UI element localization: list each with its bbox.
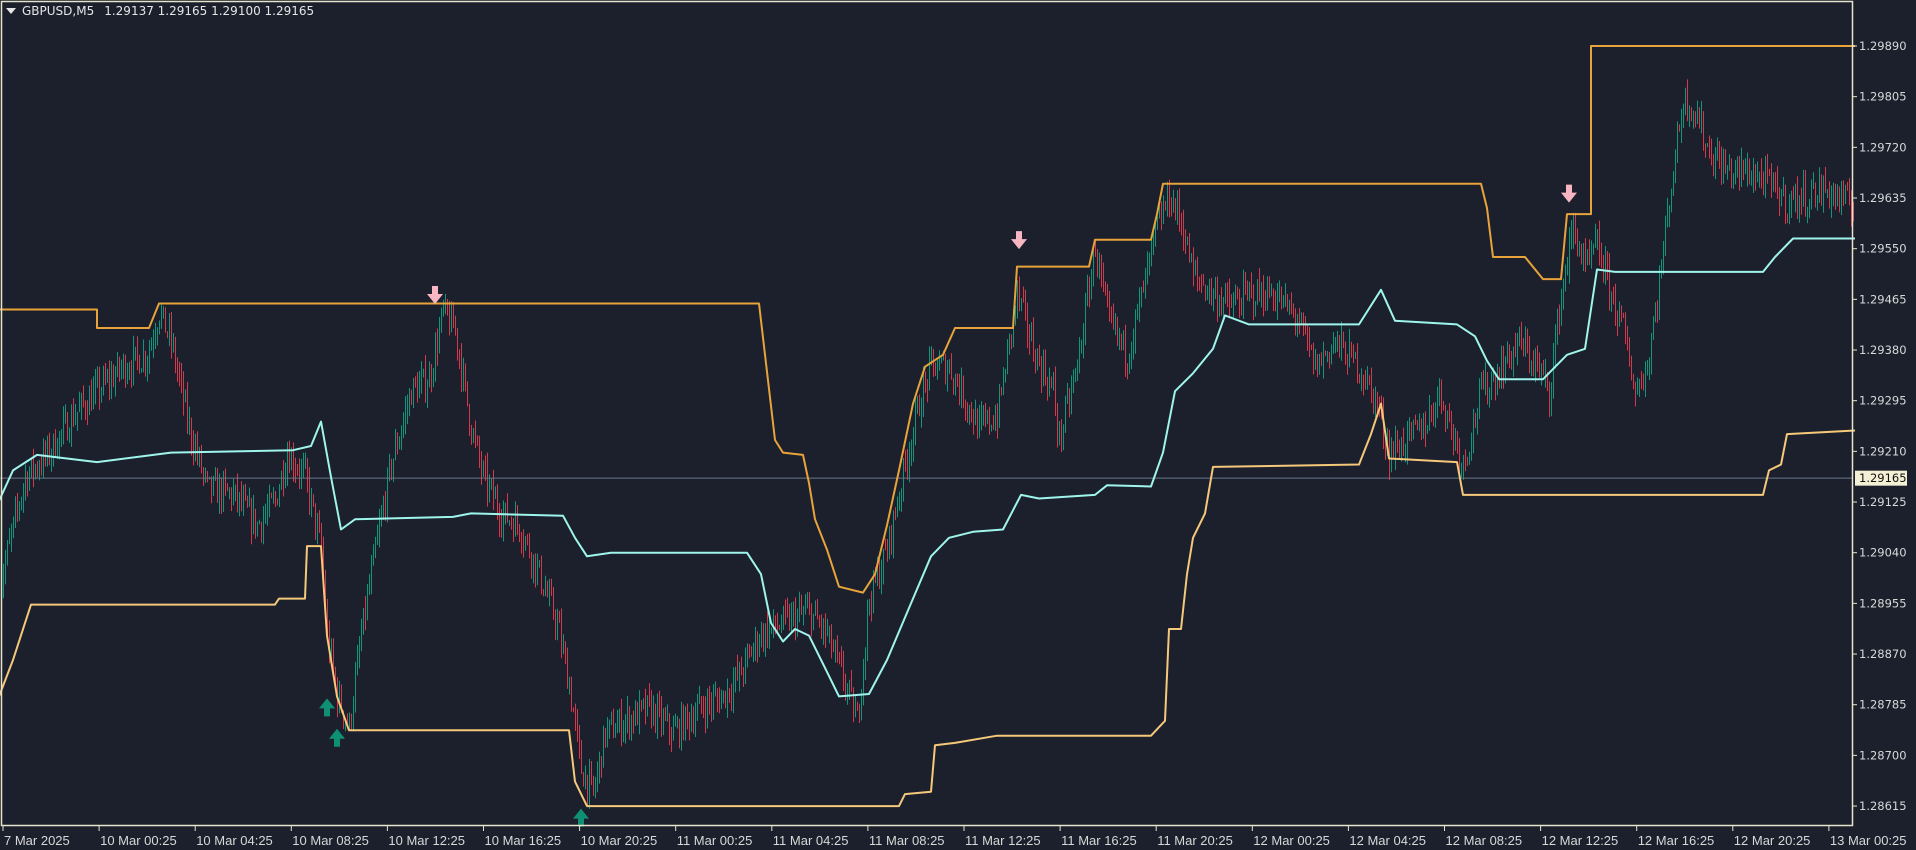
time-tick-label: 12 Mar 08:25: [1446, 833, 1523, 848]
time-tick-label: 12 Mar 12:25: [1542, 833, 1619, 848]
price-tick-label: 1.29720: [1859, 140, 1907, 154]
time-tick-label: 11 Mar 12:25: [965, 833, 1041, 848]
time-tick-label: 12 Mar 20:25: [1734, 833, 1811, 848]
time-tick-label: 10 Mar 16:25: [485, 833, 562, 848]
time-axis[interactable]: 7 Mar 2025 10 Mar 00:25 10 Mar 04:25 10 Mar…: [2, 826, 1907, 848]
price-tick-label: 1.29125: [1859, 495, 1907, 509]
indicator-lines: [0, 45, 1856, 808]
price-tick-label: 1.29210: [1859, 444, 1907, 458]
chart-frame: [0, 0, 1854, 827]
signal-arrows: [318, 184, 1577, 827]
time-tick-label: 11 Mar 08:25: [869, 833, 945, 848]
current-price-value: 1.29165: [1859, 471, 1907, 485]
sell-arrow-icon: [426, 285, 443, 304]
candles-layer: [1, 79, 1854, 809]
price-tick-label: 1.28785: [1859, 698, 1907, 712]
lower-band-line: [0, 402, 1856, 808]
price-tick-label: 1.28700: [1859, 748, 1907, 762]
time-tick-label: 12 Mar 00:25: [1253, 833, 1330, 848]
time-tick-label: 11 Mar 20:25: [1157, 833, 1233, 848]
price-tick-label: 1.29805: [1859, 90, 1907, 104]
upper-band-line: [0, 45, 1855, 594]
time-tick-label: 12 Mar 16:25: [1638, 833, 1715, 848]
buy-arrow-icon: [572, 808, 589, 827]
chart-header: GBPUSD,M5 1.29137 1.29165 1.29100 1.2916…: [6, 4, 314, 18]
price-tick-label: 1.29550: [1859, 242, 1907, 256]
price-tick-label: 1.29040: [1859, 546, 1907, 560]
mid-line-line: [0, 237, 1855, 698]
price-tick-label: 1.29295: [1859, 394, 1907, 408]
buy-arrow-icon: [328, 728, 345, 747]
time-tick-label: 11 Mar 16:25: [1061, 833, 1137, 848]
price-tick-label: 1.28615: [1859, 799, 1907, 813]
price-axis[interactable]: 1.29890 1.29805 1.29720 1.29635 1.29550 1.294…: [1853, 39, 1907, 813]
time-tick-label: 11 Mar 04:25: [773, 833, 849, 848]
price-tick-label: 1.29380: [1859, 343, 1907, 357]
price-tick-label: 1.28870: [1859, 647, 1907, 661]
collapse-triangle-icon[interactable]: [6, 8, 16, 14]
sell-arrow-icon: [1010, 231, 1027, 250]
price-tick-label: 1.28955: [1859, 596, 1907, 610]
time-tick-label: 12 Mar 04:25: [1349, 833, 1426, 848]
time-tick-label: 11 Mar 00:25: [677, 833, 753, 848]
time-tick-label: 10 Mar 08:25: [292, 833, 369, 848]
ohlc-values: 1.29137 1.29165 1.29100 1.29165: [104, 4, 315, 18]
time-tick-label: 10 Mar 20:25: [581, 833, 658, 848]
time-tick-label: 10 Mar 00:25: [100, 833, 177, 848]
price-tick-label: 1.29465: [1859, 292, 1907, 306]
time-tick-label: 13 Mar 00:25: [1830, 833, 1907, 848]
price-tick-label: 1.29635: [1859, 191, 1907, 205]
price-tick-label: 1.29890: [1859, 39, 1907, 53]
time-tick-label: 10 Mar 04:25: [196, 833, 273, 848]
symbol-label: GBPUSD,M5: [22, 4, 95, 18]
current-price-label: 1.29165: [1855, 470, 1907, 486]
buy-arrow-icon: [318, 698, 335, 717]
time-tick-label: 7 Mar 2025: [4, 833, 70, 848]
sell-arrow-icon: [1560, 184, 1577, 203]
time-tick-label: 10 Mar 12:25: [388, 833, 465, 848]
